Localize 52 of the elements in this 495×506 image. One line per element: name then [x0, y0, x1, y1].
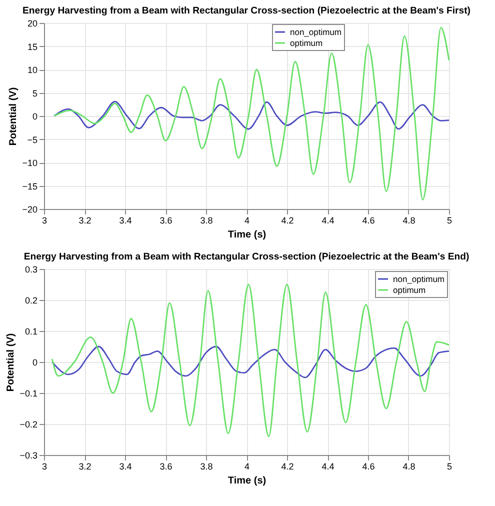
- x-tick-label: 3.4: [119, 462, 132, 472]
- y-tick-label: −20: [22, 204, 38, 214]
- y-tick-label: 0.1: [24, 326, 38, 336]
- x-tick-label: 4: [244, 462, 250, 472]
- x-tick-label: 4.8: [402, 216, 416, 226]
- y-axis-title: Potential (V): [6, 333, 17, 392]
- legend-label: non_optimum: [290, 27, 342, 37]
- x-tick-label: 5: [446, 462, 452, 472]
- x-tick-label: 3.8: [200, 462, 213, 472]
- x-tick-label: 3.2: [78, 462, 92, 472]
- legend-label: optimum: [393, 285, 426, 295]
- line-series: [53, 26, 450, 200]
- y-tick-label: 10: [27, 65, 38, 75]
- y-tick-label: 0: [32, 358, 38, 368]
- x-axis-title: Time (s): [228, 476, 266, 486]
- x-tick-label: 4.8: [402, 462, 416, 472]
- y-tick-label: 15: [27, 42, 38, 52]
- x-tick-label: 4.6: [362, 216, 375, 226]
- y-tick-label: −0.1: [20, 388, 38, 398]
- y-tick-label: 0.3: [24, 264, 38, 274]
- x-tick-label: 3.6: [160, 216, 172, 226]
- x-tick-label: 3: [42, 462, 48, 472]
- y-tick-label: −0.2: [20, 420, 38, 430]
- legend-label: non_optimum: [393, 274, 445, 284]
- line-series: [51, 346, 450, 378]
- y-tick-label: 0: [32, 112, 38, 122]
- y-tick-label: 0.2: [24, 296, 38, 306]
- y-tick-label: −10: [22, 158, 38, 168]
- line-series: [51, 284, 450, 438]
- x-tick-label: 4.2: [281, 462, 294, 472]
- x-tick-label: 4.4: [322, 462, 334, 472]
- x-tick-label: 4.2: [281, 216, 294, 226]
- x-tick-label: 3.4: [119, 216, 132, 226]
- y-axis-title: Potential (V): [8, 87, 20, 146]
- legend-label: optimum: [290, 38, 323, 48]
- y-tick-label: 20: [27, 18, 38, 28]
- x-tick-label: 3.8: [200, 216, 213, 226]
- y-tick-label: −15: [22, 181, 38, 192]
- chart-title: Energy Harvesting from a Beam with Rectangular Cross-section (Piezoelectric at the Beam's First): [22, 5, 470, 16]
- x-tick-label: 3.2: [78, 216, 92, 226]
- x-tick-label: 4.4: [322, 216, 334, 226]
- chart-title: Energy Harvesting from a Beam with Rectangular Cross-section (Piezoelectric at the Beam's End): [24, 251, 470, 262]
- x-axis-title: Time (s): [228, 230, 266, 240]
- y-tick-label: 5: [32, 88, 38, 98]
- line-series: [53, 100, 450, 130]
- x-tick-label: 3: [42, 216, 48, 226]
- x-tick-label: 4: [244, 216, 250, 226]
- x-tick-label: 5: [446, 216, 452, 226]
- y-tick-label: −0.3: [20, 450, 38, 460]
- x-tick-label: 3.6: [160, 462, 172, 472]
- y-tick-label: −5: [27, 134, 38, 145]
- x-tick-label: 4.6: [362, 462, 375, 472]
